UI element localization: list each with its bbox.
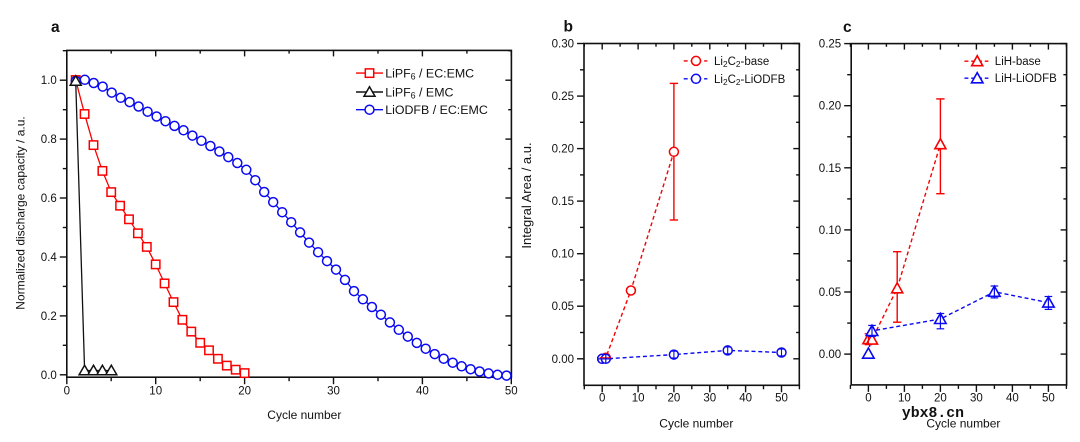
svg-text:40: 40: [416, 386, 429, 398]
svg-text:0: 0: [599, 392, 605, 404]
svg-text:50: 50: [775, 392, 788, 404]
svg-text:0.20: 0.20: [552, 144, 574, 156]
svg-text:ybx8.cn: ybx8.cn: [902, 406, 964, 422]
svg-text:0: 0: [64, 386, 70, 398]
svg-text:0.10: 0.10: [552, 249, 574, 261]
svg-text:Li2C2-base: Li2C2-base: [714, 56, 769, 69]
svg-text:0.2: 0.2: [41, 311, 57, 323]
svg-text:0.8: 0.8: [41, 134, 57, 146]
svg-text:0.0: 0.0: [41, 370, 57, 382]
svg-text:40: 40: [739, 392, 752, 404]
svg-text:30: 30: [327, 386, 340, 398]
svg-text:LiH-LiODFB: LiH-LiODFB: [995, 73, 1057, 85]
svg-text:Cycle number: Cycle number: [267, 408, 341, 422]
svg-text:c: c: [843, 19, 852, 36]
svg-text:30: 30: [703, 392, 716, 404]
svg-text:10: 10: [898, 392, 911, 404]
svg-text:0.25: 0.25: [552, 91, 574, 103]
svg-text:Li2C2-LiODFB: Li2C2-LiODFB: [714, 74, 786, 87]
svg-text:30: 30: [970, 392, 983, 404]
svg-text:Cycle number: Cycle number: [659, 417, 733, 431]
svg-text:LiPF6 / EMC: LiPF6 / EMC: [385, 85, 453, 100]
svg-text:0.6: 0.6: [41, 193, 57, 205]
svg-text:1.0: 1.0: [41, 75, 57, 87]
svg-text:0.15: 0.15: [819, 163, 841, 175]
svg-text:0.25: 0.25: [819, 39, 841, 51]
svg-text:0.05: 0.05: [819, 287, 841, 299]
svg-text:Cycle number: Cycle number: [926, 417, 1000, 431]
svg-text:10: 10: [149, 386, 162, 398]
svg-text:0: 0: [865, 392, 871, 404]
svg-text:Normalized discharge capacity: Normalized discharge capacity / a.u.: [13, 116, 27, 309]
svg-text:0.10: 0.10: [819, 225, 841, 237]
svg-text:0.30: 0.30: [552, 39, 574, 51]
svg-text:a: a: [51, 19, 60, 36]
svg-text:0.15: 0.15: [552, 196, 574, 208]
svg-text:0.05: 0.05: [552, 301, 574, 313]
svg-text:0.00: 0.00: [552, 354, 574, 366]
svg-text:50: 50: [1042, 392, 1055, 404]
svg-text:20: 20: [934, 392, 947, 404]
svg-text:LiODFB / EC:EMC: LiODFB / EC:EMC: [385, 103, 488, 117]
svg-text:50: 50: [505, 386, 518, 398]
svg-text:20: 20: [668, 392, 681, 404]
svg-text:20: 20: [238, 386, 251, 398]
svg-text:Integral Area / a.u.: Integral Area / a.u.: [519, 142, 534, 248]
svg-text:0.20: 0.20: [819, 101, 841, 113]
svg-text:0.4: 0.4: [41, 252, 58, 264]
svg-text:LiPF6 / EC:EMC: LiPF6 / EC:EMC: [385, 66, 474, 81]
svg-text:LiH-base: LiH-base: [995, 56, 1041, 68]
svg-text:40: 40: [1006, 392, 1019, 404]
svg-text:b: b: [564, 19, 573, 36]
svg-text:10: 10: [632, 392, 645, 404]
svg-text:0.00: 0.00: [819, 349, 841, 361]
